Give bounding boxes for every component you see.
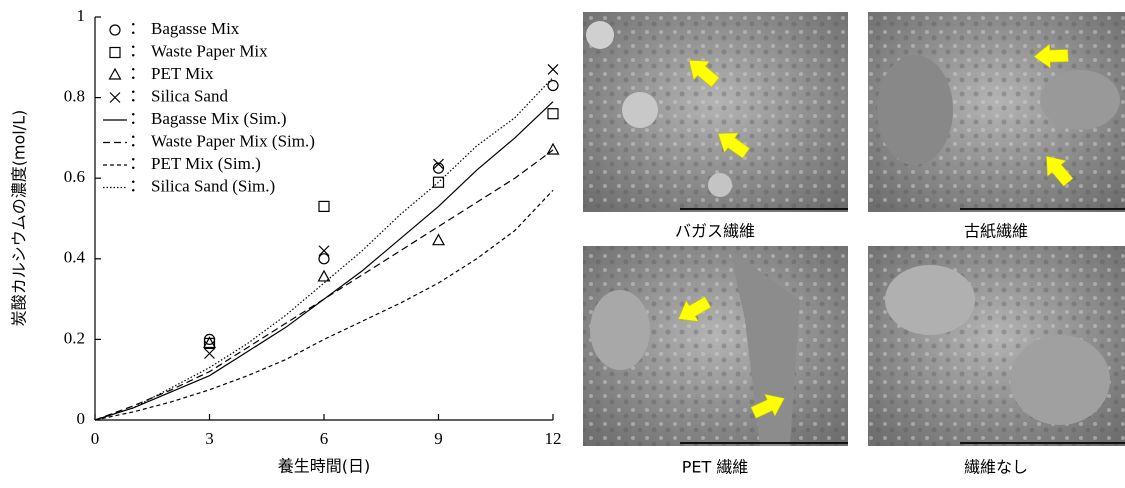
x-tick-label: 0 [91, 429, 100, 448]
y-tick-label: 0.8 [64, 87, 85, 106]
marker [109, 46, 121, 59]
marker [109, 92, 121, 103]
panel [868, 12, 1125, 212]
x-tick-label: 6 [320, 429, 329, 448]
x-axis-label: 養生時間(日) [278, 457, 371, 476]
y-tick-label: 1 [77, 6, 86, 25]
marker [433, 158, 444, 170]
legend-label: Waste Paper Mix (Sim.) [151, 131, 315, 150]
y-tick-label: 0.4 [64, 248, 86, 267]
marker [431, 233, 446, 246]
legend-label: Bagasse Mix (Sim.) [151, 109, 287, 128]
legend-label: Waste Paper Mix [151, 41, 268, 60]
x-tick-label: 3 [205, 429, 214, 448]
marker [108, 67, 122, 80]
caption: PET 繊維 [682, 458, 749, 477]
sim-line [94, 189, 554, 421]
marker [204, 348, 215, 359]
marker [432, 176, 445, 188]
panel [583, 12, 848, 212]
legend-separator: ： [129, 131, 146, 150]
legend-separator: ： [129, 176, 146, 195]
panel [583, 246, 848, 446]
marker [318, 200, 330, 213]
legend-separator: ： [129, 109, 146, 128]
legend-separator: ： [129, 86, 146, 105]
legend-separator: ： [129, 41, 146, 60]
sem-panels: バガス繊維 古紙繊維 PET 繊維 繊維なし [583, 12, 1125, 477]
legend-label: PET Mix (Sim.) [151, 154, 261, 173]
sim-line [94, 149, 554, 421]
y-tick-label: 0.2 [64, 328, 85, 347]
caption: バガス繊維 [675, 222, 755, 241]
marker [547, 108, 559, 120]
y-tick-label: 0.6 [64, 167, 85, 186]
legend-label: Silica Sand (Sim.) [151, 176, 275, 195]
sim-line [94, 77, 554, 421]
marker [546, 142, 560, 155]
x-tick-label: 9 [434, 429, 443, 448]
marker [318, 253, 330, 265]
y-tick-label: 0 [77, 409, 86, 428]
marker [202, 336, 217, 349]
marker [109, 24, 121, 36]
x-tick-label: 12 [545, 429, 562, 448]
panel [868, 246, 1125, 446]
legend-separator: ： [129, 154, 146, 173]
marker [432, 162, 445, 174]
legend-label: Bagasse Mix [151, 19, 240, 38]
marker [317, 269, 331, 282]
legend-label: PET Mix [151, 64, 214, 83]
marker [547, 63, 559, 75]
marker [318, 245, 330, 257]
legend-separator: ： [129, 64, 146, 83]
caption: 古紙繊維 [964, 222, 1028, 241]
legend-separator: ： [129, 19, 146, 38]
legend-label: Silica Sand [151, 86, 228, 105]
marker [547, 79, 559, 92]
caption: 繊維なし [964, 458, 1028, 477]
y-axis-label: 炭酸カルシウムの濃度(mol/L) [10, 110, 29, 327]
